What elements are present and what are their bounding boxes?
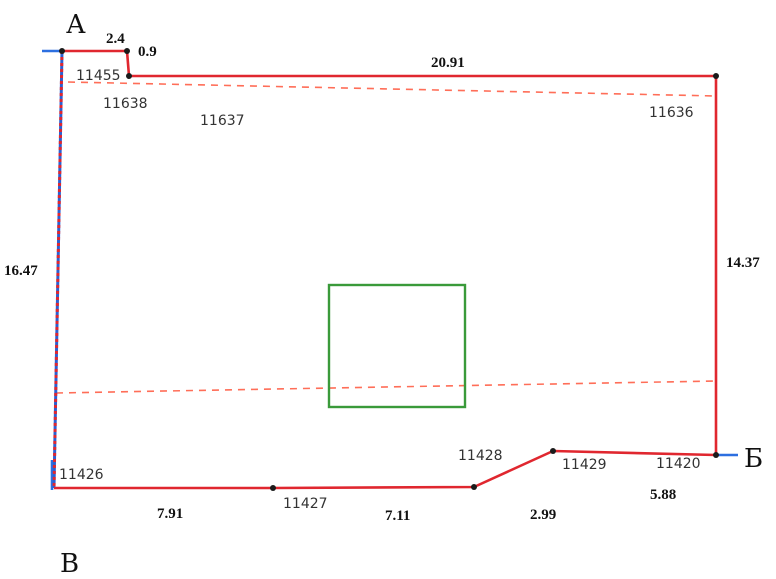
vertex-top-step [124,48,130,54]
dimension-top-long: 20.91 [431,55,465,71]
corner-label-v: В [60,549,79,579]
dimension-bottom-4: 5.88 [650,487,676,503]
vertex-top-step-low [126,73,132,79]
building-footprint [327,283,467,409]
dimension-right: 14.37 [726,255,760,271]
parcel-label-11636: 11636 [649,105,694,121]
vertex-a [59,48,65,54]
parcel-label-11455: 11455 [76,68,121,84]
vertex-11429 [550,448,556,454]
vertex-b [713,452,719,458]
dimension-left: 16.47 [4,263,38,279]
parcel-boundary [54,49,718,490]
vertex-top-right [713,73,719,79]
dimension-bottom-1: 7.91 [157,506,183,522]
parcel-label-11427: 11427 [283,496,328,512]
parcel-label-11429: 11429 [562,457,607,473]
parcel-label-11428: 11428 [458,448,503,464]
dashed-line-top [67,81,717,97]
boundary-left [52,50,64,489]
corner-label-a: А [66,10,86,40]
parcel-label-11638: 11638 [103,96,148,112]
dimension-bottom-2: 7.11 [385,508,410,524]
dimension-top-short: 2.4 [106,31,125,47]
parcel-label-11420: 11420 [656,456,701,472]
parcel-label-11426: 11426 [59,467,104,483]
dimension-top-step: 0.9 [138,44,157,60]
parcel-label-11637: 11637 [200,113,245,129]
dashed-line-middle [55,380,717,394]
corner-label-b: Б [744,444,763,474]
vertex-11427 [270,485,276,491]
vertex-11428 [471,484,477,490]
dimension-bottom-3: 2.99 [530,507,556,523]
